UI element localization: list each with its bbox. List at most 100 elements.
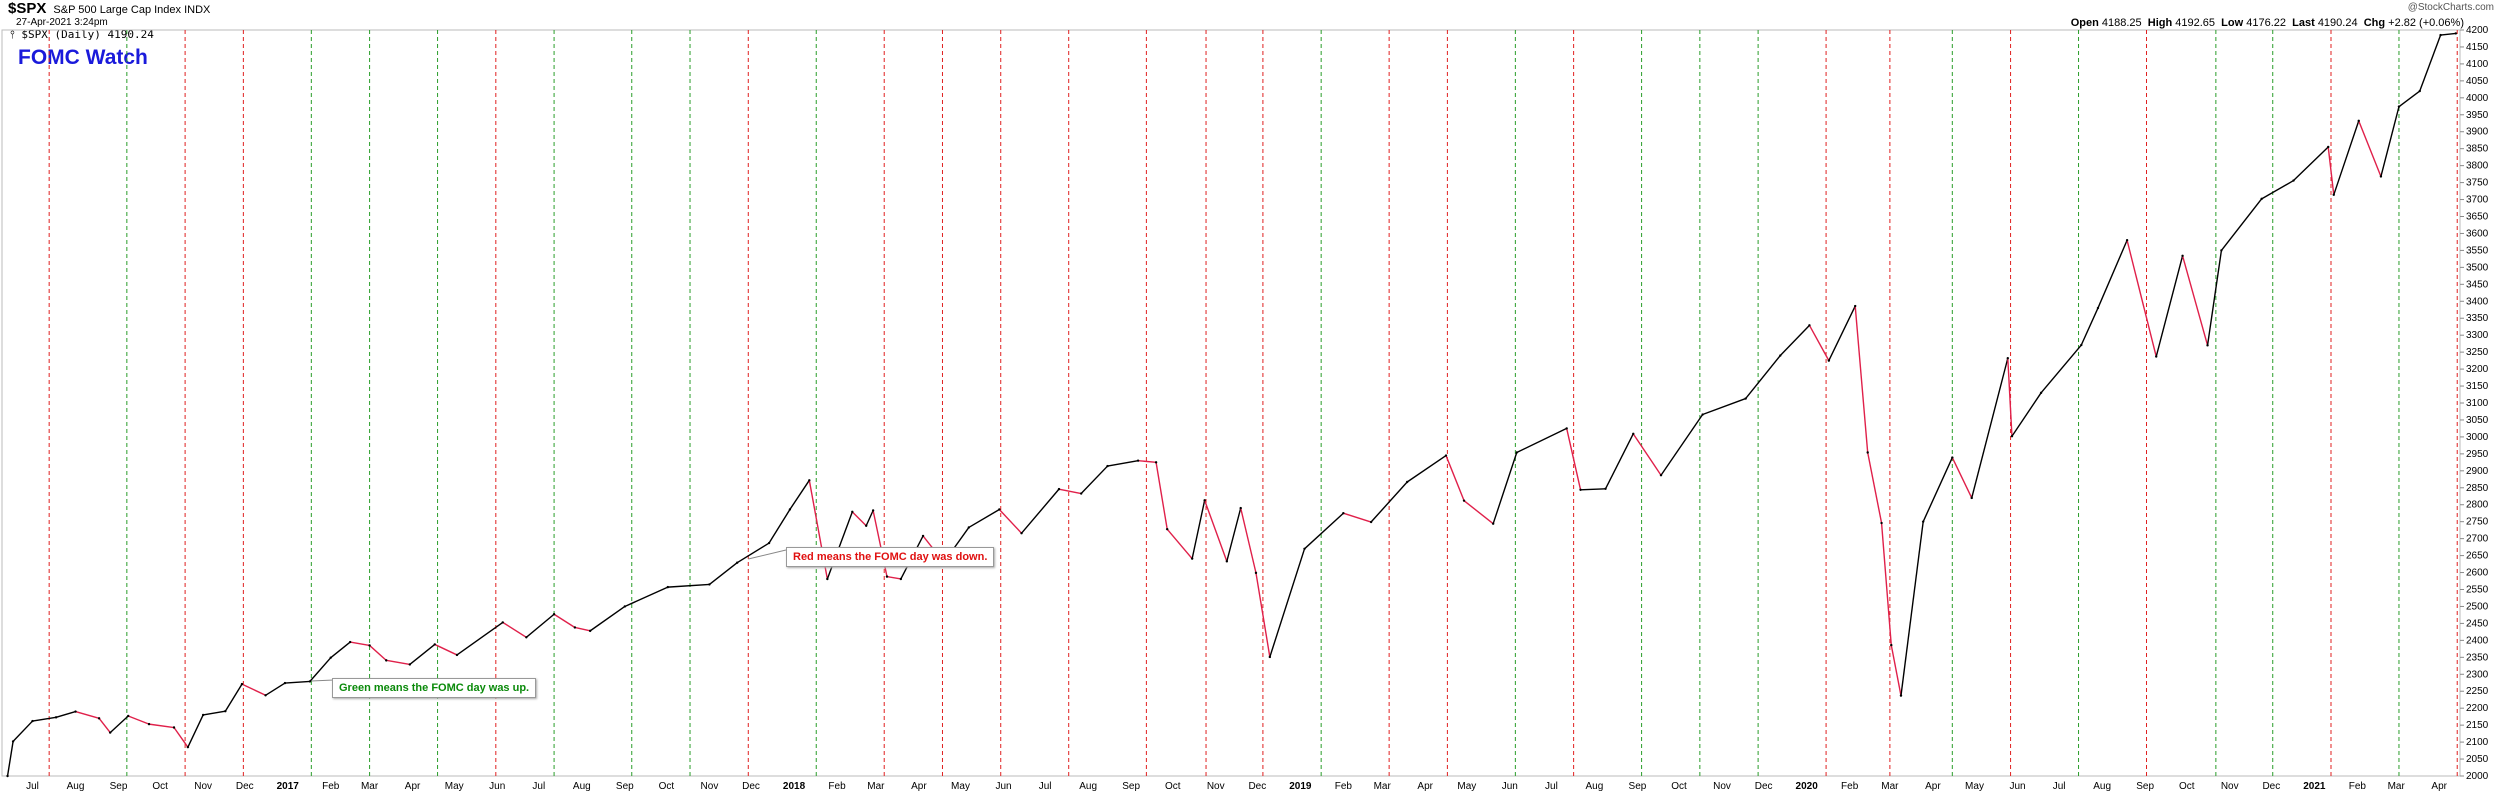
watermark: @StockCharts.com: [2407, 2, 2494, 13]
price-point: [433, 643, 436, 646]
y-tick-label: 3950: [2466, 110, 2489, 121]
y-tick-label: 3900: [2466, 127, 2489, 138]
y-tick-label: 3450: [2466, 279, 2489, 290]
price-point: [54, 716, 58, 719]
y-tick-label: 4200: [2466, 25, 2489, 36]
price-point: [1970, 496, 1973, 500]
y-tick-label: 2300: [2466, 669, 2489, 680]
price-point: [735, 561, 739, 564]
x-tick-label: Aug: [1079, 781, 1097, 792]
security-name: S&P 500 Large Cap Index INDX: [53, 4, 211, 16]
price-segment: [1492, 452, 1518, 524]
x-tick-label: Dec: [742, 781, 760, 792]
price-point: [1369, 520, 1373, 524]
price-point: [147, 722, 151, 726]
series-legend: ⫯ $SPX (Daily) 4190.24: [10, 28, 154, 42]
price-segment: [456, 621, 504, 656]
price-segment: [1203, 500, 1228, 562]
price-segment: [1880, 522, 1892, 646]
price-segment: [2181, 255, 2209, 346]
x-tick-label: Nov: [1713, 781, 1731, 792]
plot-frame: [1, 29, 2461, 777]
red-note-pointer: [748, 549, 787, 560]
price-segment: [2126, 240, 2157, 357]
x-tick-label: Nov: [194, 781, 212, 792]
price-point: [329, 656, 332, 659]
x-tick-label: Jun: [1502, 781, 1518, 792]
price-point: [2454, 32, 2458, 35]
price-point: [588, 629, 592, 633]
x-tick-label: Oct: [152, 781, 168, 792]
price-segment: [1058, 488, 1082, 495]
x-tick-label: Mar: [1881, 781, 1899, 792]
price-segment: [1516, 427, 1567, 454]
chg-value: +2.82 (+0.06%): [2388, 17, 2464, 29]
price-point: [1444, 454, 1448, 457]
price-segment: [309, 657, 332, 682]
y-tick-label: 3500: [2466, 262, 2489, 273]
price-segment: [2333, 120, 2360, 196]
price-point: [283, 681, 287, 685]
price-segment: [1745, 355, 1781, 400]
x-tick-label: Sep: [1122, 781, 1140, 792]
price-segment: [284, 680, 310, 684]
y-tick-label: 2650: [2466, 551, 2489, 562]
price-point: [1165, 527, 1169, 531]
price-point: [408, 663, 412, 666]
y-tick-label: 3850: [2466, 144, 2489, 155]
price-segment: [1370, 481, 1408, 523]
price-segment: [1269, 548, 1306, 658]
last-value: 4190.24: [2317, 17, 2358, 29]
x-tick-label: Feb: [2349, 781, 2367, 792]
price-segment: [768, 509, 791, 544]
chart-title: FOMC Watch: [18, 46, 148, 69]
x-tick-label: 2020: [1796, 781, 1819, 792]
price-segment: [865, 510, 874, 527]
price-point: [1106, 464, 1109, 468]
price-segment: [1854, 305, 1869, 453]
price-point: [1491, 522, 1495, 525]
y-tick-label: 2250: [2466, 686, 2489, 697]
x-tick-label: Aug: [1586, 781, 1604, 792]
price-point: [1632, 432, 1635, 436]
price-point: [2332, 193, 2335, 196]
price-point: [1239, 506, 1242, 510]
price-point: [368, 644, 371, 647]
price-point: [826, 577, 829, 581]
price-segment: [148, 723, 175, 729]
legend-text: $SPX (Daily) 4190.24: [21, 28, 154, 41]
price-point: [851, 510, 854, 514]
y-tick-label: 3150: [2466, 381, 2489, 392]
price-point: [1203, 499, 1206, 502]
price-segment: [826, 511, 853, 580]
price-segment: [241, 683, 266, 696]
y-tick-label: 4100: [2466, 59, 2489, 70]
y-tick-label: 3650: [2466, 212, 2489, 223]
price-point: [97, 717, 101, 720]
x-tick-label: Feb: [1335, 781, 1353, 792]
x-tick-label: Apr: [405, 781, 421, 792]
y-tick-label: 3800: [2466, 161, 2489, 172]
y-tick-label: 4000: [2466, 93, 2489, 104]
price-point: [525, 636, 528, 639]
price-point: [240, 682, 244, 686]
y-tick-label: 4150: [2466, 42, 2489, 53]
price-segment: [2380, 106, 2400, 177]
y-tick-label: 2150: [2466, 720, 2489, 731]
price-point: [1225, 560, 1229, 563]
price-point: [74, 710, 77, 713]
y-tick-label: 3600: [2466, 228, 2489, 239]
high-value: 4192.65: [2175, 17, 2216, 29]
price-segment: [127, 715, 150, 725]
x-tick-label: Dec: [2262, 781, 2280, 792]
price-point: [2357, 119, 2360, 123]
price-point: [788, 508, 792, 511]
price-point: [666, 585, 670, 589]
high-label: High: [2147, 17, 2173, 29]
x-tick-label: Apr: [1925, 781, 1941, 792]
price-point: [385, 659, 388, 662]
price-segment: [2398, 90, 2421, 108]
price-segment: [187, 714, 204, 748]
price-point: [31, 719, 34, 723]
price-point: [224, 710, 227, 713]
